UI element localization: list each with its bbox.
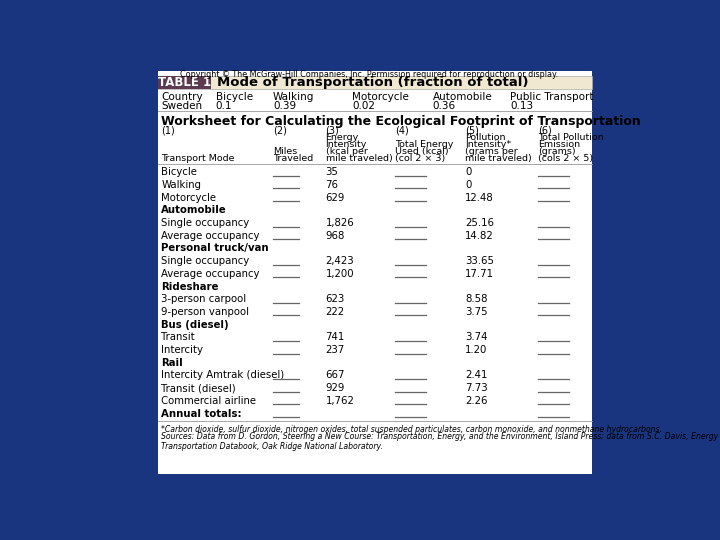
Text: 1,200: 1,200 <box>325 269 354 279</box>
Text: Motorcycle: Motorcycle <box>352 92 409 102</box>
Text: Single occupancy: Single occupancy <box>161 256 250 266</box>
Text: (grams per: (grams per <box>465 147 518 156</box>
Text: Intercity: Intercity <box>161 345 203 355</box>
Text: Transport Mode: Transport Mode <box>161 154 235 163</box>
Text: 3-person carpool: 3-person carpool <box>161 294 246 304</box>
Text: Pollution: Pollution <box>465 133 505 143</box>
Text: Sources: Data from D. Gordon, Steering a New Course: Transportation, Energy, and: Sources: Data from D. Gordon, Steering a… <box>161 432 719 451</box>
Text: Worksheet for Calculating the Ecological Footprint of Transportation: Worksheet for Calculating the Ecological… <box>161 115 641 128</box>
Text: (col 2 × 3): (col 2 × 3) <box>395 154 446 163</box>
Text: 968: 968 <box>325 231 345 241</box>
Text: Sweden: Sweden <box>161 101 202 111</box>
Text: 0.02: 0.02 <box>352 101 375 111</box>
Text: (5): (5) <box>465 126 479 136</box>
Text: 35: 35 <box>325 167 338 177</box>
Text: Public Transport: Public Transport <box>510 92 593 102</box>
Text: Intensity*: Intensity* <box>465 140 511 149</box>
Text: 0.13: 0.13 <box>510 101 534 111</box>
Text: Motorcycle: Motorcycle <box>161 193 216 202</box>
Text: Miles: Miles <box>273 147 297 156</box>
Text: 76: 76 <box>325 180 338 190</box>
Text: 929: 929 <box>325 383 345 393</box>
Text: 14.82: 14.82 <box>465 231 494 241</box>
Text: 0.39: 0.39 <box>273 101 296 111</box>
Text: Mode of Transportation (fraction of total): Mode of Transportation (fraction of tota… <box>217 76 528 89</box>
Text: (cols 2 × 5): (cols 2 × 5) <box>538 154 593 163</box>
Text: (3): (3) <box>325 126 339 136</box>
Text: 9-person vanpool: 9-person vanpool <box>161 307 249 317</box>
Text: Bicycle: Bicycle <box>161 167 197 177</box>
Text: 0.1: 0.1 <box>215 101 232 111</box>
Text: 667: 667 <box>325 370 345 381</box>
FancyBboxPatch shape <box>158 71 593 475</box>
Text: 629: 629 <box>325 193 345 202</box>
Text: TABLE 1: TABLE 1 <box>158 76 211 89</box>
Text: 2.41: 2.41 <box>465 370 487 381</box>
Text: *Carbon dioxide, sulfur dioxide, nitrogen oxides, total suspended particulates, : *Carbon dioxide, sulfur dioxide, nitroge… <box>161 425 662 434</box>
Text: Average occupancy: Average occupancy <box>161 269 260 279</box>
Text: 1,826: 1,826 <box>325 218 354 228</box>
Text: Used (kcal): Used (kcal) <box>395 147 449 156</box>
Text: Walking: Walking <box>273 92 314 102</box>
Text: Transit (diesel): Transit (diesel) <box>161 383 236 393</box>
Text: mile traveled): mile traveled) <box>325 154 392 163</box>
Text: 2.26: 2.26 <box>465 396 487 406</box>
Text: 2,423: 2,423 <box>325 256 354 266</box>
Text: (grams): (grams) <box>538 147 575 156</box>
Text: 0: 0 <box>465 180 472 190</box>
Text: Walking: Walking <box>161 180 202 190</box>
Text: Emission: Emission <box>538 140 580 149</box>
Text: Personal truck/van: Personal truck/van <box>161 244 269 253</box>
Text: Rail: Rail <box>161 358 183 368</box>
Text: Total Pollution: Total Pollution <box>538 133 603 143</box>
FancyBboxPatch shape <box>158 76 593 89</box>
Text: 17.71: 17.71 <box>465 269 494 279</box>
Text: 3.75: 3.75 <box>465 307 487 317</box>
Text: (6): (6) <box>538 126 552 136</box>
Text: Annual totals:: Annual totals: <box>161 409 242 419</box>
FancyBboxPatch shape <box>158 76 211 89</box>
Text: Commercial airline: Commercial airline <box>161 396 256 406</box>
Text: mile traveled): mile traveled) <box>465 154 532 163</box>
Text: 8.58: 8.58 <box>465 294 487 304</box>
Text: Automobile: Automobile <box>433 92 492 102</box>
Text: 3.74: 3.74 <box>465 333 487 342</box>
Text: Intensity: Intensity <box>325 140 367 149</box>
Text: (kcal per: (kcal per <box>325 147 367 156</box>
Text: 1.20: 1.20 <box>465 345 487 355</box>
Text: 237: 237 <box>325 345 345 355</box>
Text: Energy: Energy <box>325 133 359 143</box>
Text: Country: Country <box>161 92 203 102</box>
Text: Intercity Amtrak (diesel): Intercity Amtrak (diesel) <box>161 370 284 381</box>
Text: 623: 623 <box>325 294 345 304</box>
Text: 0.36: 0.36 <box>433 101 456 111</box>
Text: Bus (diesel): Bus (diesel) <box>161 320 229 329</box>
Text: 222: 222 <box>325 307 345 317</box>
Text: 33.65: 33.65 <box>465 256 494 266</box>
Text: 7.73: 7.73 <box>465 383 487 393</box>
Text: 1,762: 1,762 <box>325 396 354 406</box>
Text: Total Energy: Total Energy <box>395 140 454 149</box>
Text: Bicycle: Bicycle <box>215 92 253 102</box>
Text: (4): (4) <box>395 126 409 136</box>
Text: Single occupancy: Single occupancy <box>161 218 250 228</box>
Text: Rideshare: Rideshare <box>161 281 219 292</box>
Text: 0: 0 <box>465 167 472 177</box>
Text: Automobile: Automobile <box>161 205 227 215</box>
Text: 25.16: 25.16 <box>465 218 494 228</box>
Text: Transit: Transit <box>161 333 195 342</box>
Text: 741: 741 <box>325 333 345 342</box>
Text: (2): (2) <box>273 126 287 136</box>
Text: Copyright © The McGraw-Hill Companies, Inc. Permission required for reproduction: Copyright © The McGraw-Hill Companies, I… <box>180 70 558 79</box>
Text: Traveled: Traveled <box>273 154 313 163</box>
Text: Average occupancy: Average occupancy <box>161 231 260 241</box>
Text: 12.48: 12.48 <box>465 193 494 202</box>
Text: (1): (1) <box>161 126 175 136</box>
